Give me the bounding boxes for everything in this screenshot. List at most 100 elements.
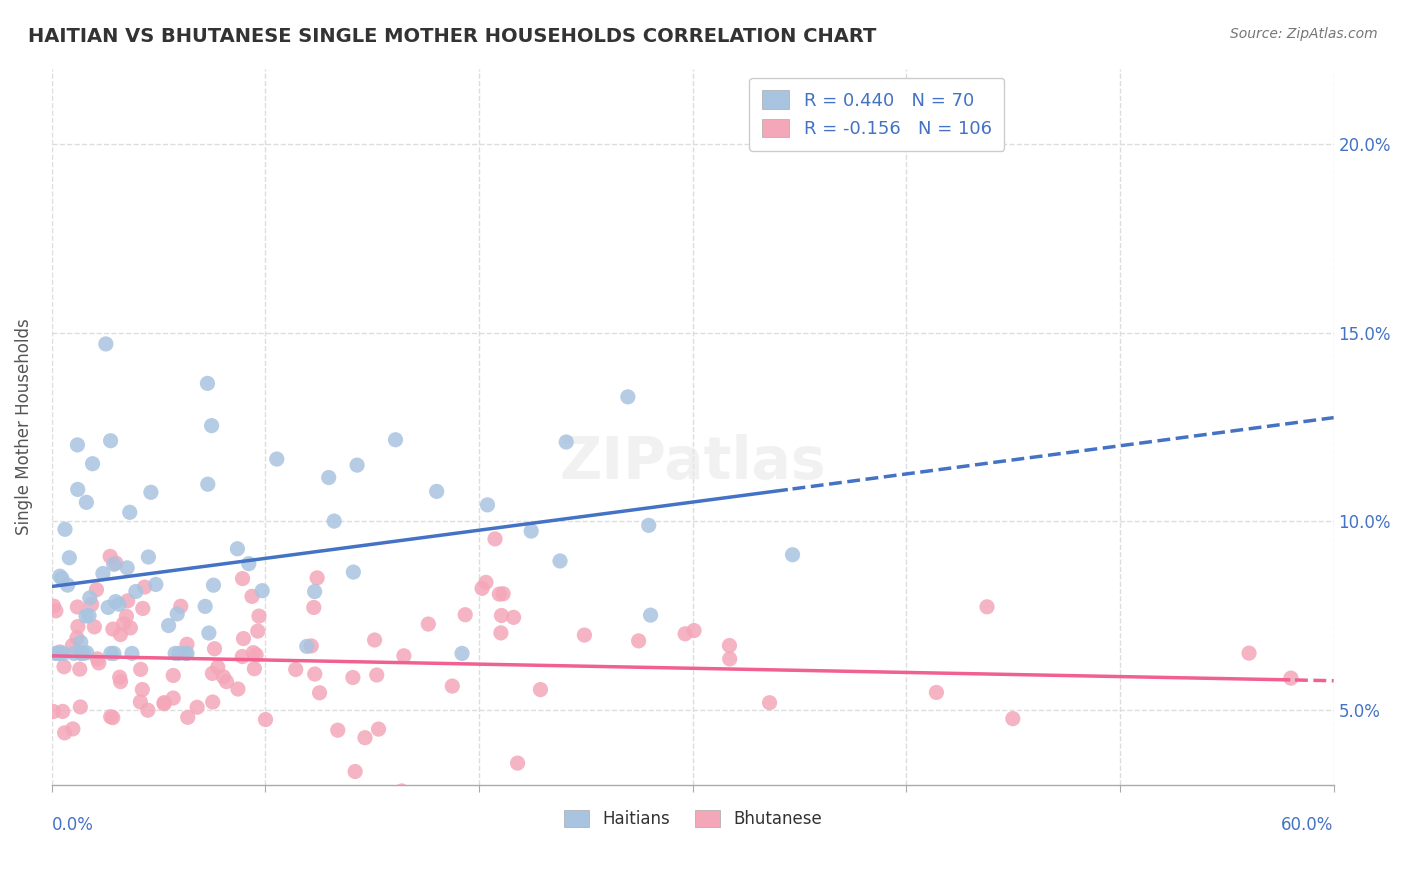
Point xyxy=(58,550,80,565)
Point xyxy=(80,598,103,612)
Point xyxy=(117,594,139,608)
Point xyxy=(101,622,124,636)
Point xyxy=(925,685,948,699)
Point xyxy=(49,645,72,659)
Point xyxy=(44,647,66,661)
Point xyxy=(42,599,65,614)
Point xyxy=(56,578,79,592)
Point xyxy=(153,696,176,710)
Point xyxy=(555,435,578,450)
Point xyxy=(1001,712,1024,726)
Point xyxy=(758,696,780,710)
Point xyxy=(110,627,132,641)
Point xyxy=(367,722,389,736)
Point xyxy=(548,554,571,568)
Point xyxy=(120,621,142,635)
Point xyxy=(129,662,152,676)
Point xyxy=(484,532,506,546)
Point xyxy=(1279,671,1302,685)
Y-axis label: Single Mother Households: Single Mother Households xyxy=(15,318,32,535)
Point xyxy=(108,670,131,684)
Point xyxy=(491,608,513,623)
Point xyxy=(326,723,349,738)
Point xyxy=(245,648,267,662)
Point xyxy=(176,637,198,651)
Point xyxy=(637,518,659,533)
Point xyxy=(52,647,75,661)
Point xyxy=(342,671,364,685)
Point xyxy=(201,418,224,433)
Point xyxy=(42,705,65,719)
Point xyxy=(464,797,486,812)
Point xyxy=(426,484,449,499)
Point xyxy=(201,666,224,681)
Point xyxy=(115,609,138,624)
Point xyxy=(110,674,132,689)
Point xyxy=(145,577,167,591)
Point xyxy=(346,458,368,472)
Point xyxy=(502,610,524,624)
Point xyxy=(318,470,340,484)
Point xyxy=(91,566,114,581)
Point xyxy=(250,583,273,598)
Point xyxy=(166,607,188,621)
Point xyxy=(197,376,219,391)
Point xyxy=(215,674,238,689)
Point xyxy=(232,572,254,586)
Point xyxy=(174,647,197,661)
Point xyxy=(51,572,73,586)
Point xyxy=(197,477,219,491)
Point xyxy=(66,631,89,645)
Point xyxy=(451,647,474,661)
Point xyxy=(323,514,346,528)
Point xyxy=(266,452,288,467)
Point xyxy=(344,764,367,779)
Point xyxy=(391,784,413,798)
Point xyxy=(104,556,127,570)
Point xyxy=(69,700,91,714)
Point xyxy=(118,505,141,519)
Point xyxy=(138,549,160,564)
Point xyxy=(132,601,155,615)
Point xyxy=(69,662,91,676)
Point xyxy=(232,632,254,646)
Point xyxy=(94,337,117,351)
Point xyxy=(46,647,69,661)
Point xyxy=(212,670,235,684)
Point xyxy=(108,597,131,611)
Point xyxy=(98,549,121,564)
Point xyxy=(617,390,640,404)
Point xyxy=(198,626,221,640)
Point xyxy=(69,635,91,649)
Point xyxy=(418,617,440,632)
Point xyxy=(165,647,187,661)
Point xyxy=(66,619,89,633)
Point xyxy=(101,711,124,725)
Point xyxy=(574,628,596,642)
Point xyxy=(121,647,143,661)
Point xyxy=(73,647,96,661)
Point xyxy=(62,639,84,653)
Point xyxy=(299,639,322,653)
Point xyxy=(75,609,97,624)
Point xyxy=(76,646,98,660)
Point xyxy=(66,483,89,497)
Point xyxy=(304,667,326,681)
Point xyxy=(83,620,105,634)
Point xyxy=(167,647,190,661)
Point xyxy=(1237,646,1260,660)
Point xyxy=(186,700,208,714)
Point xyxy=(176,647,198,661)
Point xyxy=(48,647,70,661)
Point xyxy=(129,695,152,709)
Point xyxy=(853,797,876,812)
Point xyxy=(782,548,804,562)
Point xyxy=(683,624,706,638)
Point xyxy=(77,608,100,623)
Point xyxy=(976,599,998,614)
Point xyxy=(75,495,97,509)
Point xyxy=(718,652,741,666)
Point xyxy=(247,609,270,624)
Point xyxy=(162,691,184,706)
Point xyxy=(231,649,253,664)
